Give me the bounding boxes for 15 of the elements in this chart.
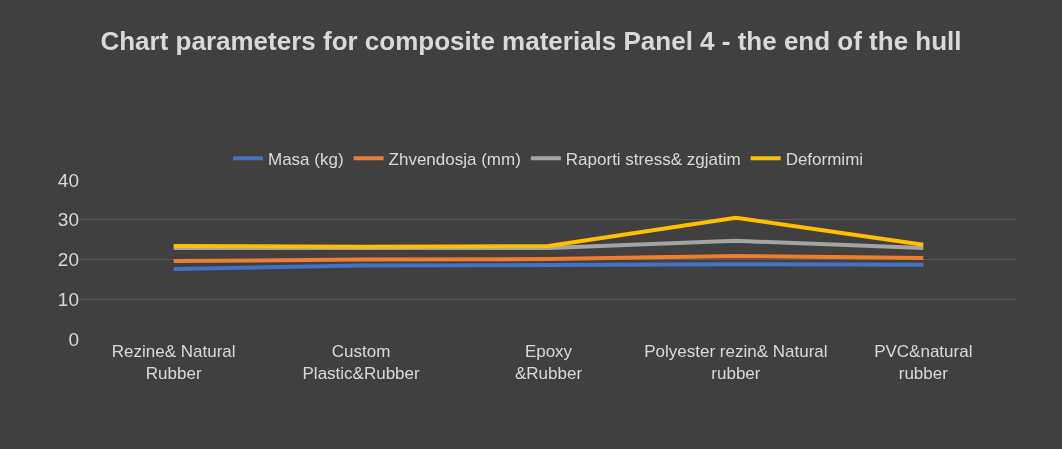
legend-label: Raporti stress& zgjatim xyxy=(565,150,741,169)
legend-label: Masa (kg) xyxy=(268,150,344,169)
x-tick-label: Epoxy &Rubber xyxy=(514,342,583,384)
x-tick-label: Custom Plastic&Rubber xyxy=(302,342,421,384)
x-tick-label: PVC&natural rubber xyxy=(874,342,973,384)
legend-label: Zhvendosja (mm) xyxy=(388,150,521,169)
y-tick-label: 20 xyxy=(57,249,79,271)
y-tick-label: 0 xyxy=(68,328,79,350)
legend-label: Deformimi xyxy=(785,150,864,169)
y-tick-label: 30 xyxy=(57,209,79,231)
y-tick-label: 40 xyxy=(57,169,79,191)
y-tick-label: 10 xyxy=(57,288,79,310)
x-tick-label: Polyester rezin& Natural rubber xyxy=(644,342,828,384)
x-tick-label: Rezine& Natural Rubber xyxy=(111,342,236,384)
chart-title: Chart parameters for composite materials Panel 4 - the end of the hull xyxy=(100,25,962,56)
